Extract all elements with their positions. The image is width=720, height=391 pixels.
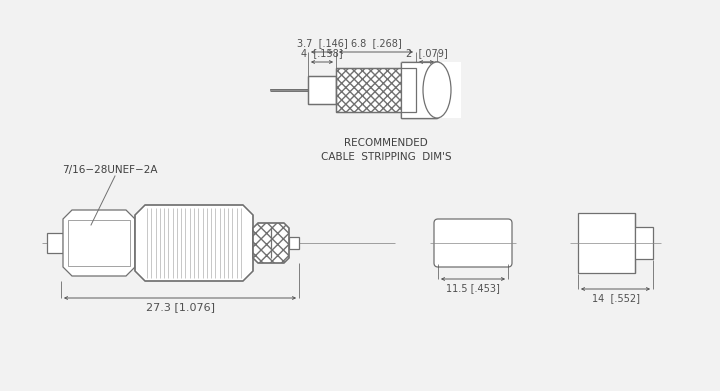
FancyBboxPatch shape [434, 219, 512, 267]
Bar [68, 220, 130, 266]
Bar [635, 227, 653, 259]
Bar [401, 62, 437, 118]
Bar [336, 68, 416, 112]
Bar [308, 76, 336, 104]
Text: RECOMMENDED
CABLE  STRIPPING  DIM'S: RECOMMENDED CABLE STRIPPING DIM'S [320, 138, 451, 162]
Ellipse shape [423, 62, 451, 118]
Polygon shape [63, 210, 135, 276]
Bar [308, 76, 336, 104]
Polygon shape [135, 205, 253, 281]
Polygon shape [406, 68, 420, 112]
Text: 27.3 [1.076]: 27.3 [1.076] [145, 302, 215, 312]
Bar [578, 213, 635, 273]
Text: 7/16−28UNEF−2A: 7/16−28UNEF−2A [62, 165, 158, 175]
Text: 14  [.552]: 14 [.552] [592, 293, 639, 303]
Bar [289, 237, 299, 249]
Text: 6.8  [.268]: 6.8 [.268] [351, 38, 401, 48]
Polygon shape [253, 223, 289, 263]
Bar [47, 233, 63, 253]
Text: 4  [.158]: 4 [.158] [301, 48, 343, 58]
Bar [401, 62, 461, 118]
Text: 2  [.079]: 2 [.079] [405, 48, 447, 58]
Text: 11.5 [.453]: 11.5 [.453] [446, 283, 500, 293]
Ellipse shape [423, 62, 451, 118]
Text: 3.7  [.146]: 3.7 [.146] [297, 38, 347, 48]
Bar [336, 68, 416, 112]
